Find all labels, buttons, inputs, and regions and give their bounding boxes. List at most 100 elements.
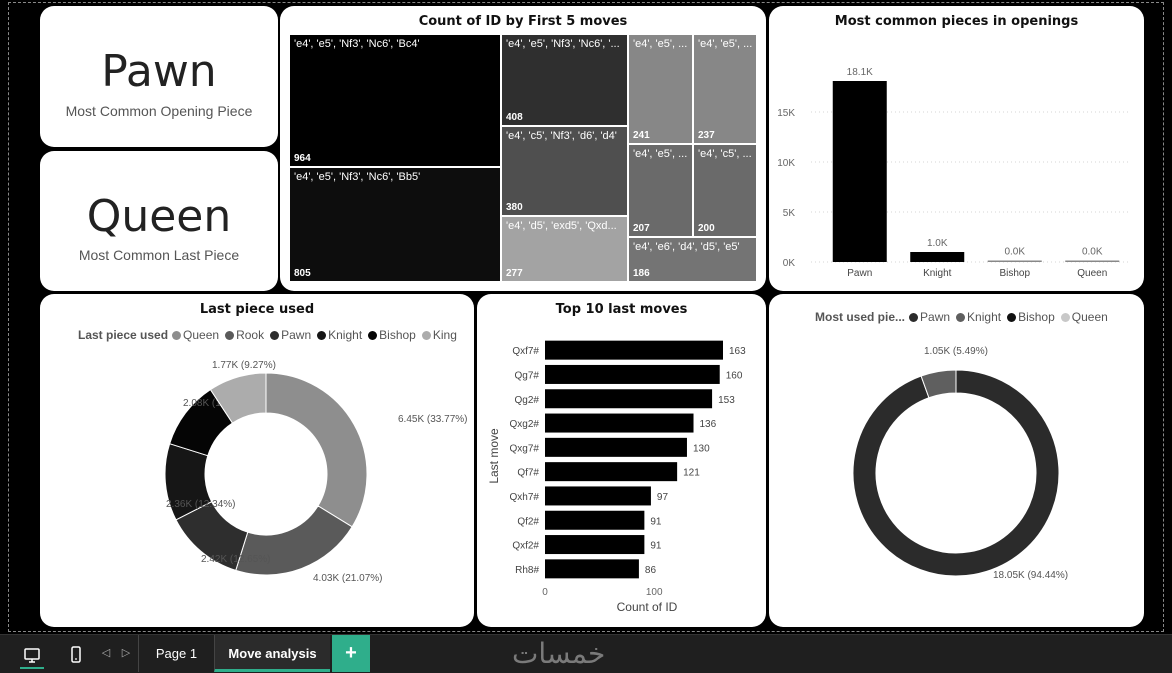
data-label: 91: [650, 541, 662, 552]
x-tick-label: Pawn: [847, 268, 872, 279]
legend-dot: [368, 331, 378, 340]
treemap-cell-value: 408: [506, 112, 523, 123]
most-used-pieces-donut-card[interactable]: Most used pie... Pawn Knight Bishop Queen 18…: [769, 294, 1144, 627]
treemap-cell-value: 380: [506, 202, 523, 213]
legend-item[interactable]: Pawn: [909, 310, 950, 324]
legend-item[interactable]: Bishop: [368, 328, 416, 342]
bar: [832, 81, 887, 262]
x-tick-label: 0: [542, 587, 548, 598]
data-label: 1.05K (5.49%): [924, 346, 988, 357]
x-tick-label: Queen: [1077, 268, 1107, 279]
legend-item[interactable]: Bishop: [1007, 310, 1055, 324]
legend-dot: [270, 331, 280, 340]
data-label: 18.05K (94.44%): [993, 570, 1068, 581]
legend-item[interactable]: Knight: [317, 328, 362, 342]
data-label: 1.0K: [927, 238, 948, 249]
legend-item[interactable]: Queen: [1060, 310, 1108, 324]
treemap-cell[interactable]: 'e4', 'e5', ... 237: [693, 34, 757, 144]
y-tick-label: Qxf2#: [512, 541, 539, 552]
treemap-cell[interactable]: 'e4', 'e5', 'Nf3', 'Nc6', 'Bb5' 805: [289, 167, 501, 282]
bar: [545, 340, 723, 360]
kpi-card-opening-piece[interactable]: Pawn Most Common Opening Piece: [40, 6, 278, 147]
donut-slice: [920, 369, 957, 399]
bar: [545, 364, 720, 384]
next-page-icon[interactable]: ▷: [121, 647, 131, 659]
x-tick-label: Bishop: [999, 268, 1030, 279]
most-used-pieces-legend: Most used pie... Pawn Knight Bishop Queen: [815, 310, 1114, 324]
donut-slice: [209, 372, 267, 424]
tab-page-1[interactable]: Page 1: [138, 635, 214, 672]
data-label: 4.03K (21.07%): [313, 573, 383, 584]
previous-page-icon[interactable]: ◁: [101, 647, 111, 659]
treemap-cell[interactable]: 'e4', 'e5', 'Nf3', 'Nc6', '... 408: [501, 34, 628, 126]
data-label: 163: [729, 346, 746, 357]
data-label: 130: [693, 443, 710, 454]
pieces-bar-chart-card[interactable]: Most common pieces in openings 0K 5K 10K 15…: [769, 6, 1144, 291]
y-tick-label: 5K: [783, 208, 796, 219]
legend-label: Knight: [328, 328, 363, 342]
treemap-cell[interactable]: 'e4', 'e5', 'Nf3', 'Nc6', 'Bc4' 964: [289, 34, 501, 167]
legend-item[interactable]: Knight: [956, 310, 1001, 324]
last-piece-donut: 6.45K (33.77%) 4.03K (21.07%) 2.42K (12.65…: [164, 360, 468, 584]
data-label: 2.08K (10.9%): [183, 398, 247, 409]
treemap-cell-label: 'e4', 'c5', 'Nf3', 'd6', 'd4': [506, 130, 617, 142]
treemap-cell-value: 186: [633, 268, 650, 279]
treemap-cell-label: 'e4', 'e5', 'Nf3', 'Nc6', 'Bb5': [294, 171, 421, 183]
legend-dot: [909, 313, 919, 322]
bar: [910, 252, 965, 262]
y-tick-label: 0K: [783, 258, 796, 269]
donut-slice: [265, 372, 368, 528]
watermark-logo: خمسات: [512, 637, 606, 670]
last-piece-donut-card[interactable]: Last piece used Last piece used Queen Rook…: [40, 294, 474, 627]
data-label: 136: [700, 419, 717, 430]
treemap-cell[interactable]: 'e4', 'e5', ... 241: [628, 34, 693, 144]
data-label: 91: [650, 516, 662, 527]
data-label: 0.0K: [1082, 247, 1103, 258]
bar: [545, 535, 645, 555]
legend-dot: [1007, 313, 1017, 322]
treemap-cell-value: 277: [506, 268, 523, 279]
page-navigation-bar: ◁ ▷ Page 1 Move analysis + خمسات: [0, 634, 1172, 673]
treemap-cell-value: 964: [294, 153, 311, 164]
legend-item[interactable]: Pawn: [270, 328, 311, 342]
kpi-label: Most Common Last Piece: [78, 247, 240, 263]
mobile-view-icon[interactable]: [62, 635, 90, 672]
bar: [545, 389, 713, 409]
legend-item[interactable]: Rook: [225, 328, 264, 342]
treemap-cell[interactable]: 'e4', 'd5', 'exd5', 'Qxd... 277: [501, 216, 628, 282]
desktop-view-icon[interactable]: [14, 635, 50, 672]
top-moves-bar-chart: Qxf7# 163 Qg7# 160 Qg2# 153 Qxg2# 136 Qxg7# 130 Qf…: [487, 340, 746, 614]
treemap-card[interactable]: Count of ID by First 5 moves 'e4', 'e5',…: [280, 6, 766, 291]
add-page-button[interactable]: +: [332, 635, 370, 672]
y-tick-label: Qf7#: [517, 468, 539, 479]
legend-dot: [956, 313, 966, 322]
top-moves-card[interactable]: Top 10 last moves Qxf7# 163 Qg7# 160 Qg2# 153…: [477, 294, 766, 627]
bar: [545, 559, 639, 579]
x-tick-label: Knight: [923, 268, 952, 279]
treemap-cell-label: 'e4', 'e5', 'Nf3', 'Nc6', 'Bc4': [294, 38, 420, 50]
y-tick-label: Qg7#: [515, 370, 540, 381]
legend-label: Pawn: [920, 310, 951, 324]
legend-title: Most used pie...: [815, 310, 906, 324]
treemap-cell-value: 207: [633, 223, 650, 234]
bar: [545, 510, 645, 530]
data-label: 1.77K (9.27%): [212, 360, 276, 371]
last-piece-legend: Last piece used Queen Rook Pawn Knight Bishop…: [78, 328, 463, 342]
kpi-card-last-piece[interactable]: Queen Most Common Last Piece: [40, 151, 278, 291]
legend-item[interactable]: King: [421, 328, 457, 342]
data-label: 153: [718, 395, 735, 406]
treemap-cell-label: 'e4', 'e5', ...: [633, 148, 688, 160]
legend-label: Knight: [967, 310, 1002, 324]
bar: [545, 462, 678, 482]
legend-label: Queen: [1071, 310, 1108, 324]
data-label: 6.45K (33.77%): [398, 414, 468, 425]
treemap-cell-value: 805: [294, 268, 311, 279]
tab-move-analysis[interactable]: Move analysis: [214, 635, 330, 672]
treemap-cell[interactable]: 'e4', 'e6', 'd4', 'd5', 'e5' 186: [628, 237, 757, 282]
treemap-cell[interactable]: 'e4', 'c5', 'Nf3', 'd6', 'd4' 380: [501, 126, 628, 216]
treemap-cell[interactable]: 'e4', 'e5', ... 207: [628, 144, 693, 237]
treemap-cell[interactable]: 'e4', 'c5', ... 200: [693, 144, 757, 237]
y-axis-label: Last move: [487, 428, 501, 484]
y-tick-label: Qxg7#: [510, 443, 540, 454]
legend-item[interactable]: Queen: [172, 328, 219, 342]
